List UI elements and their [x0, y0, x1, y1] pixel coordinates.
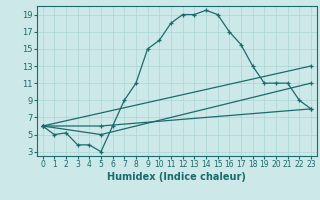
X-axis label: Humidex (Indice chaleur): Humidex (Indice chaleur)	[108, 172, 246, 182]
